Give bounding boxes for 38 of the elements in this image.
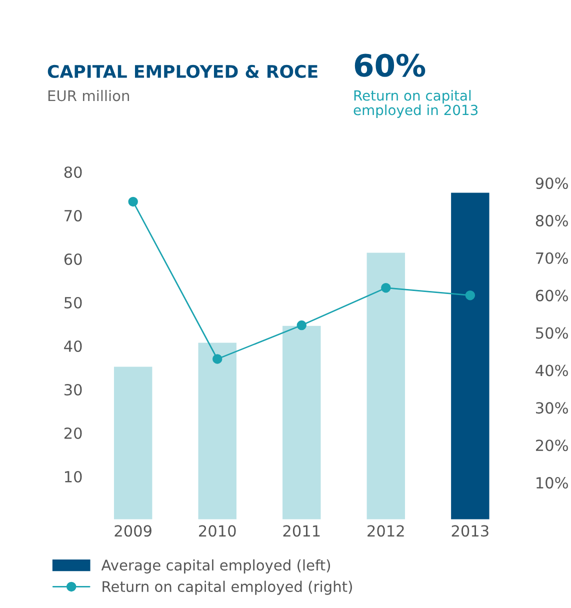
bar (450, 191, 491, 520)
point (128, 196, 138, 207)
y2-tick-label: 70% (536, 252, 568, 264)
y2-tick-label: 40% (536, 364, 568, 376)
chart-subtitle: EUR million (48, 90, 129, 102)
x-tick-label: 2010 (199, 525, 236, 537)
y2-tick-label: 80% (536, 214, 568, 226)
y2-tick-label: 60% (536, 290, 568, 302)
y2-tick-label: 90% (536, 177, 568, 190)
y-tick-label: 40 (64, 340, 82, 352)
x-tick-label: 2009 (114, 525, 152, 537)
x-tick-label: 2011 (283, 525, 320, 537)
y-tick-label: 80 (64, 166, 82, 178)
point (212, 354, 222, 364)
y2-tick-label: 20% (536, 440, 568, 452)
y-tick-label: 70 (64, 210, 82, 222)
bar (365, 251, 406, 520)
y2-tick-label: 50% (536, 327, 568, 339)
y-tick-label: 60 (64, 253, 82, 266)
point (296, 320, 306, 330)
chart-title: CAPITAL EMPLOYED & ROCE (48, 64, 318, 78)
y-tick-label: 50 (64, 296, 82, 309)
x-tick-label: 2013 (452, 525, 488, 537)
bar (281, 324, 322, 520)
text: Return on capital employed in 2013 (354, 90, 478, 118)
point (381, 282, 391, 293)
bar (112, 365, 154, 520)
text: 60% (354, 54, 426, 77)
y2-tick-label: 10% (536, 477, 568, 489)
y2-tick-label: 30% (536, 402, 568, 414)
legend-label: Average capital employed (left) (101, 559, 330, 574)
bar (196, 341, 238, 520)
legend-label: Return on capital employed (right) (102, 580, 352, 595)
point (465, 290, 476, 300)
y-tick-label: 20 (64, 427, 82, 440)
x-tick-label: 2012 (368, 525, 404, 537)
y-tick-label: 10 (65, 470, 82, 483)
y-tick-label: 30 (64, 384, 82, 396)
